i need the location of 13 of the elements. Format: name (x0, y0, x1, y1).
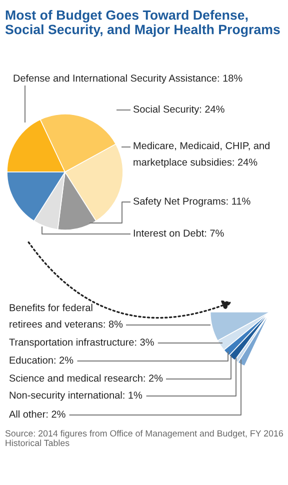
slice-label: Non-security international: 1% (10, 391, 142, 401)
slice-label: Interest on Debt: 7% (134, 229, 224, 237)
slice-label: Education: 2% (10, 356, 74, 364)
chart-title: Most of Budget Goes Toward Defense, Social Security, and Major Health Programs (5, 10, 280, 37)
slice-label: Defense and International Security Assistance: 18% (14, 74, 242, 84)
slice-label: Benefits for federal retirees and veterans: 8% (10, 304, 123, 328)
slice-label: All other: 2% (9, 410, 66, 418)
slice-label: Transportation infrastructure: 3% (9, 338, 154, 348)
slice-label: Science and medical research: 2% (9, 374, 163, 382)
slice-label: Medicare, Medicaid, CHIP, and marketplace subsidies: 24% (134, 142, 270, 168)
slice-label: Social Security: 24% (133, 105, 224, 115)
slice-label: Safety Net Programs: 11% (133, 197, 250, 207)
source-note: Source: 2014 figures from Office of Management and Budget, FY 2016 Historical Tables (5, 430, 283, 446)
